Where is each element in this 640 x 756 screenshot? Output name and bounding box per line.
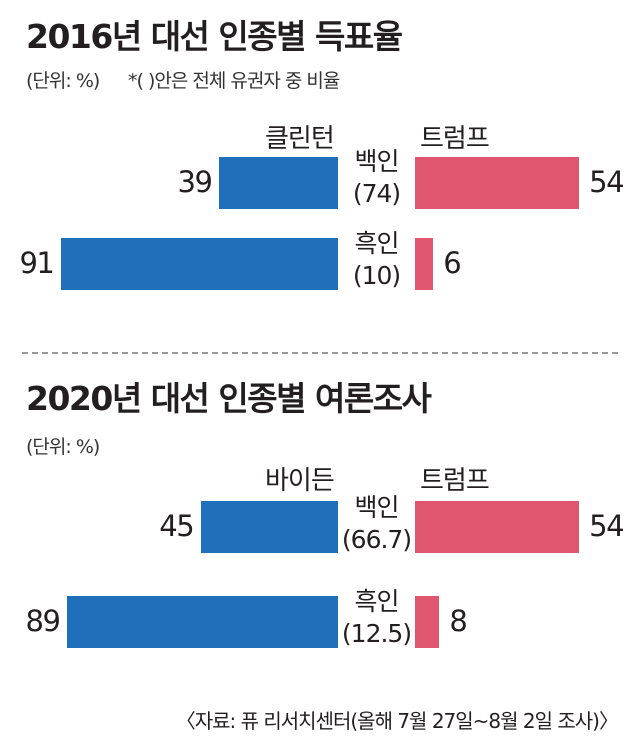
category-share: (10)	[352, 261, 401, 290]
category-label: 백인 (74)	[338, 146, 415, 210]
chart1-footnote: *( )안은 전체 유권자 중 비율	[128, 70, 340, 92]
value-label-right: 8	[449, 604, 467, 638]
chart2-left-series-label: 바이든	[265, 466, 335, 496]
category-name: 흑인	[354, 587, 399, 616]
bar-트럼프-흑인	[415, 238, 434, 290]
category-share: (66.7)	[341, 525, 412, 554]
chart2-unit-note: (단위: %)	[26, 436, 100, 458]
bar-바이든-백인	[201, 501, 338, 553]
category-label: 흑인 (10)	[338, 228, 415, 292]
value-label-left: 45	[159, 509, 194, 543]
value-label-left: 91	[19, 246, 54, 280]
bar-클린턴-백인	[219, 157, 338, 209]
chart1-title: 2016년 대선 인종별 득표율	[26, 17, 403, 56]
category-share: (74)	[352, 179, 401, 208]
chart1-right-series-label: 트럼프	[420, 124, 490, 154]
value-label-left: 89	[25, 604, 61, 638]
category-name: 흑인	[354, 229, 399, 258]
chart2-right-series-label: 트럼프	[420, 466, 490, 496]
category-label: 백인 (66.7)	[338, 492, 415, 556]
chart1-unit-note: (단위: %)	[26, 70, 100, 92]
category-share: (12.5)	[341, 619, 412, 648]
bar-바이든-흑인	[67, 596, 338, 648]
bar-클린턴-흑인	[61, 238, 338, 290]
category-name: 백인	[354, 147, 399, 176]
category-label: 흑인 (12.5)	[338, 586, 415, 650]
value-label-right: 54	[589, 165, 624, 199]
bar-트럼프-백인	[415, 157, 580, 209]
value-label-right: 6	[443, 246, 461, 280]
bar-트럼프-흑인	[415, 596, 440, 648]
section-divider	[22, 352, 618, 354]
value-label-right: 54	[589, 509, 624, 543]
category-name: 백인	[354, 493, 399, 522]
chart1-left-series-label: 클린턴	[265, 124, 335, 154]
value-label-left: 39	[177, 165, 213, 199]
bar-트럼프-백인	[415, 501, 580, 553]
chart2-title: 2020년 대선 인종별 여론조사	[26, 379, 432, 418]
source-note: 〈자료: 퓨 리서치센터(올해 7월 27일~8월 2일 조사)〉	[175, 709, 619, 733]
